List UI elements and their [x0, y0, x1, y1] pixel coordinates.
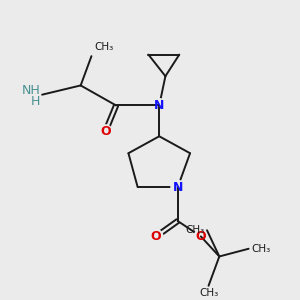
- Text: N: N: [154, 99, 164, 112]
- Text: O: O: [196, 230, 206, 243]
- Circle shape: [152, 99, 166, 112]
- Text: NH: NH: [22, 84, 40, 97]
- Text: CH₃: CH₃: [251, 244, 270, 254]
- Circle shape: [98, 125, 112, 138]
- Text: O: O: [151, 230, 161, 243]
- Text: H: H: [31, 95, 40, 108]
- Circle shape: [171, 180, 184, 194]
- Text: O: O: [100, 125, 111, 138]
- Text: N: N: [172, 181, 183, 194]
- Circle shape: [194, 230, 208, 243]
- Text: CH₃: CH₃: [199, 288, 218, 298]
- Text: CH₃: CH₃: [94, 43, 114, 52]
- Text: CH₃: CH₃: [185, 225, 205, 235]
- Circle shape: [149, 230, 163, 243]
